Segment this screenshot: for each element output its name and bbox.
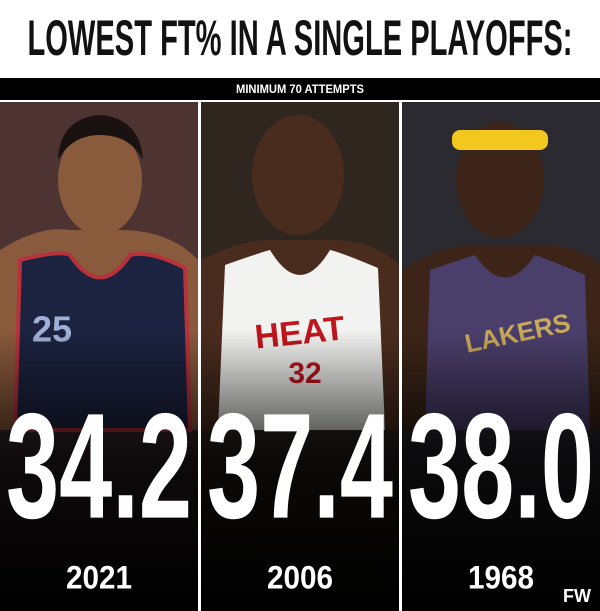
head <box>456 122 544 238</box>
stat-value: 37.4 <box>207 382 393 550</box>
year: 2006 <box>267 559 333 595</box>
head <box>58 125 142 235</box>
subtitle-bar <box>0 78 600 100</box>
headband <box>452 130 548 150</box>
subtitle: MINIMUM 70 ATTEMPTS <box>236 82 364 96</box>
divider <box>198 102 201 611</box>
year: 1968 <box>468 559 534 595</box>
title: LOWEST FT% IN A SINGLE PLAYOFFS: <box>28 10 573 66</box>
head <box>252 115 344 235</box>
divider <box>399 102 402 611</box>
stat-value: 38.0 <box>408 382 594 550</box>
header-bg <box>0 0 600 78</box>
hair <box>58 115 143 160</box>
watermark: FW <box>563 586 591 606</box>
bottom-fade <box>0 330 600 611</box>
year: 2021 <box>66 559 132 595</box>
stat-value: 34.2 <box>6 382 192 550</box>
